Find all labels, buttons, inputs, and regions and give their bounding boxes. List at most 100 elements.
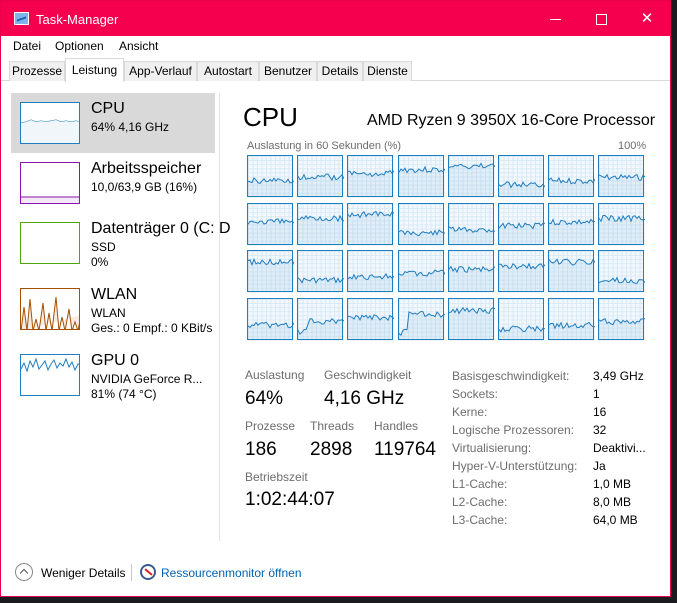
resource-name: Arbeitsspeicher: [91, 160, 202, 177]
tab-bar: Prozesse Leistung App-Verlauf Autostart …: [1, 58, 670, 82]
close-button[interactable]: ✕: [640, 10, 654, 27]
logical-processor-graph: [397, 202, 445, 246]
resource-monitor-icon: [140, 564, 156, 580]
logical-processor-graph: [447, 202, 495, 246]
resource-item-wlan[interactable]: WLAN WLAN Ges.: 0 Empf.: 0 KBit/s: [11, 279, 215, 339]
minimize-button[interactable]: [532, 1, 578, 36]
logical-processor-graph: [548, 202, 596, 246]
speed-value: 4,16 GHz: [324, 388, 405, 409]
resource-detail: WLAN: [91, 306, 126, 320]
resource-item-gpu[interactable]: GPU 0 NVIDIA GeForce R... 81% (74 °C): [11, 345, 215, 405]
cpu-thumbnail-graph: [20, 102, 80, 144]
info-value: 3,49 GHz: [593, 369, 644, 383]
logical-processor-graph: [397, 297, 445, 341]
resource-name: Datenträger 0 (C: D: [91, 220, 231, 237]
info-label: L1-Cache:: [452, 477, 508, 491]
info-value: 32: [593, 423, 607, 437]
info-label: Kerne:: [452, 405, 488, 419]
logical-processor-graph: [447, 297, 495, 341]
resource-name: GPU 0: [91, 352, 140, 369]
logical-processor-graph: [397, 155, 445, 198]
logical-processor-graph: [598, 202, 646, 246]
memory-thumbnail-graph: [20, 162, 80, 204]
info-value: 1,0 MB: [593, 477, 632, 491]
panel-divider: [219, 93, 220, 541]
logical-processor-graph: [347, 250, 395, 293]
logical-processor-graph: [598, 250, 646, 293]
resource-item-cpu[interactable]: CPU 64% 4,16 GHz: [11, 93, 215, 153]
tab-details[interactable]: Details: [317, 61, 363, 81]
cpu-model: AMD Ryzen 9 3950X 16-Core Processor: [367, 112, 656, 129]
menu-ansicht[interactable]: Ansicht: [119, 39, 159, 53]
menu-optionen[interactable]: Optionen: [55, 39, 104, 53]
footer-divider: [131, 564, 132, 581]
logical-processor-graph: [447, 155, 495, 198]
info-label: Basisgeschwindigkeit:: [452, 369, 570, 383]
resource-detail: 81% (74 °C): [91, 387, 157, 401]
threads-label: Threads: [310, 419, 355, 433]
info-label: L3-Cache:: [452, 513, 508, 527]
tab-dienste[interactable]: Dienste: [363, 61, 412, 81]
logical-processor-graph: [247, 250, 294, 293]
utilization-value: 64%: [245, 388, 284, 409]
info-label: Hyper-V-Unterstützung:: [452, 459, 578, 473]
logical-processor-graph: [347, 155, 395, 198]
logical-processor-graph: [498, 202, 545, 246]
info-value: Deaktivi...: [593, 441, 646, 455]
utilization-label: Auslastung: [245, 368, 305, 382]
tab-app-verlauf[interactable]: App-Verlauf: [124, 61, 197, 81]
logical-processor-graph: [548, 250, 596, 293]
logical-processor-graph: [247, 202, 294, 246]
window-title: Task-Manager: [36, 12, 119, 27]
logical-processor-graph: [598, 297, 646, 341]
speed-label: Geschwindigkeit: [324, 368, 412, 382]
resource-name: CPU: [91, 100, 125, 117]
resource-name: WLAN: [91, 286, 138, 303]
logical-processor-graph: [498, 250, 545, 293]
fewer-details-link[interactable]: Weniger Details: [41, 566, 126, 580]
resource-item-memory[interactable]: Arbeitsspeicher 10,0/63,9 GB (16%): [11, 153, 215, 213]
resource-detail: 10,0/63,9 GB (16%): [91, 180, 198, 194]
open-resource-monitor-link[interactable]: Ressourcenmonitor öffnen: [161, 566, 302, 580]
info-label: L2-Cache:: [452, 495, 508, 509]
logical-processor-graph: [548, 155, 596, 198]
tab-benutzer[interactable]: Benutzer: [259, 61, 317, 81]
tab-leistung[interactable]: Leistung: [65, 58, 124, 82]
maximize-button[interactable]: [578, 1, 624, 36]
resource-detail: SSD: [91, 240, 116, 254]
logical-processor-graph: [498, 297, 545, 341]
info-value: 16: [593, 405, 607, 419]
info-label: Virtualisierung:: [452, 441, 532, 455]
resource-item-disk[interactable]: Datenträger 0 (C: D SSD 0%: [11, 213, 231, 273]
processes-label: Prozesse: [245, 419, 296, 433]
wlan-thumbnail-graph: [20, 288, 80, 330]
resource-detail: NVIDIA GeForce R...: [91, 372, 203, 386]
info-value: 8,0 MB: [593, 495, 632, 509]
info-value: Ja: [593, 459, 606, 473]
handles-value: 119764: [374, 439, 436, 460]
tab-prozesse[interactable]: Prozesse: [9, 61, 65, 81]
graph-max-label: 100%: [618, 140, 647, 152]
menu-datei[interactable]: Datei: [13, 39, 42, 53]
logical-processor-graph: [498, 155, 545, 198]
logical-processor-graph: [447, 250, 495, 293]
logical-processor-graph: [347, 297, 395, 341]
uptime-value: 1:02:44:07: [245, 489, 335, 510]
logical-processor-graph: [297, 250, 345, 293]
resource-detail: 64% 4,16 GHz: [91, 120, 170, 134]
task-manager-icon: [14, 12, 29, 25]
resource-list: CPU 64% 4,16 GHz Arbeitsspeicher 10,0/63…: [1, 81, 231, 556]
info-label: Sockets:: [452, 387, 499, 401]
menu-bar: Datei Optionen Ansicht: [1, 36, 670, 56]
resource-detail: 0%: [91, 255, 109, 269]
tab-autostart[interactable]: Autostart: [197, 61, 259, 81]
logical-processor-graph: [247, 297, 294, 341]
graph-caption: Auslastung in 60 Sekunden (%): [247, 140, 402, 152]
handles-label: Handles: [374, 419, 419, 433]
processes-value: 186: [245, 439, 277, 460]
logical-processor-graph: [548, 297, 596, 341]
resource-detail: Ges.: 0 Empf.: 0 KBit/s: [91, 321, 213, 335]
title-bar[interactable]: Task-Manager ✕: [1, 1, 670, 36]
info-value: 64,0 MB: [593, 513, 638, 527]
chevron-up-icon[interactable]: [15, 563, 33, 581]
